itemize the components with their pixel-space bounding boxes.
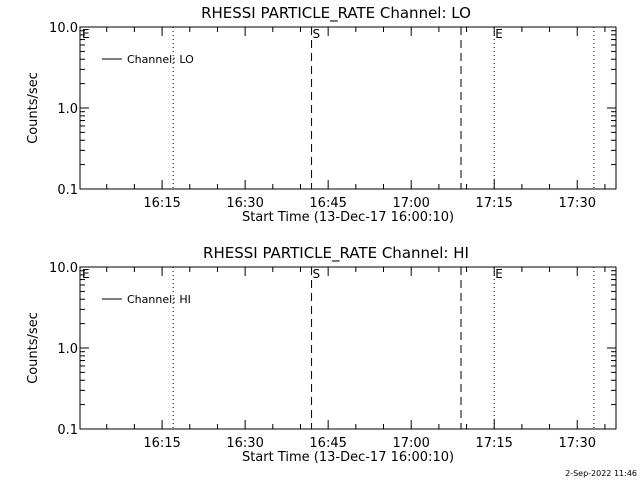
y-axis-label: Counts/sec xyxy=(26,72,41,144)
chart-title: RHESSI PARTICLE_RATE Channel: LO xyxy=(201,4,471,23)
vertical-marker-label: E xyxy=(82,267,90,281)
x-tick-label: 17:30 xyxy=(559,196,596,211)
vertical-marker-label: S xyxy=(313,267,321,281)
y-tick-label: 0.1 xyxy=(57,423,78,438)
x-tick-label: 16:45 xyxy=(309,196,346,211)
vertical-marker-label: E xyxy=(82,27,90,41)
vertical-marker-label: E xyxy=(495,27,503,41)
y-tick-label: 10.0 xyxy=(49,21,78,36)
x-tick-label: 17:00 xyxy=(392,196,429,211)
x-tick-label: 17:00 xyxy=(392,436,429,451)
legend: Channel: HI xyxy=(102,293,191,306)
x-tick-label: 16:30 xyxy=(226,436,263,451)
y-tick-label: 1.0 xyxy=(57,342,78,357)
x-tick-label: 17:15 xyxy=(475,196,512,211)
x-tick-label: 17:15 xyxy=(475,436,512,451)
chart-panel-2: RHESSI PARTICLE_RATE Channel: HI 0.1 1.0 10… xyxy=(26,244,617,465)
x-tick-label: 17:30 xyxy=(559,436,596,451)
footer-timestamp: 2-Sep-2022 11:46 xyxy=(565,469,637,478)
chart-panel-1: RHESSI PARTICLE_RATE Channel: LO 0.1 1.0 10… xyxy=(26,4,617,225)
chart-title: RHESSI PARTICLE_RATE Channel: HI xyxy=(203,244,469,263)
x-axis-label: Start Time (13-Dec-17 16:00:10) xyxy=(242,210,454,225)
y-tick-label: 0.1 xyxy=(57,183,78,198)
legend-entry: Channel: LO xyxy=(127,53,194,66)
y-tick-label: 1.0 xyxy=(57,102,78,117)
x-tick-label: 16:15 xyxy=(143,436,180,451)
legend: Channel: LO xyxy=(102,53,194,66)
legend-entry: Channel: HI xyxy=(127,293,191,306)
x-axis-label: Start Time (13-Dec-17 16:00:10) xyxy=(242,450,454,465)
x-tick-label: 16:15 xyxy=(143,196,180,211)
x-tick-label: 16:30 xyxy=(226,196,263,211)
x-tick-label: 16:45 xyxy=(309,436,346,451)
y-tick-label: 10.0 xyxy=(49,261,78,276)
vertical-marker-label: S xyxy=(313,27,321,41)
y-axis-label: Counts/sec xyxy=(26,312,41,384)
vertical-marker-label: E xyxy=(495,267,503,281)
